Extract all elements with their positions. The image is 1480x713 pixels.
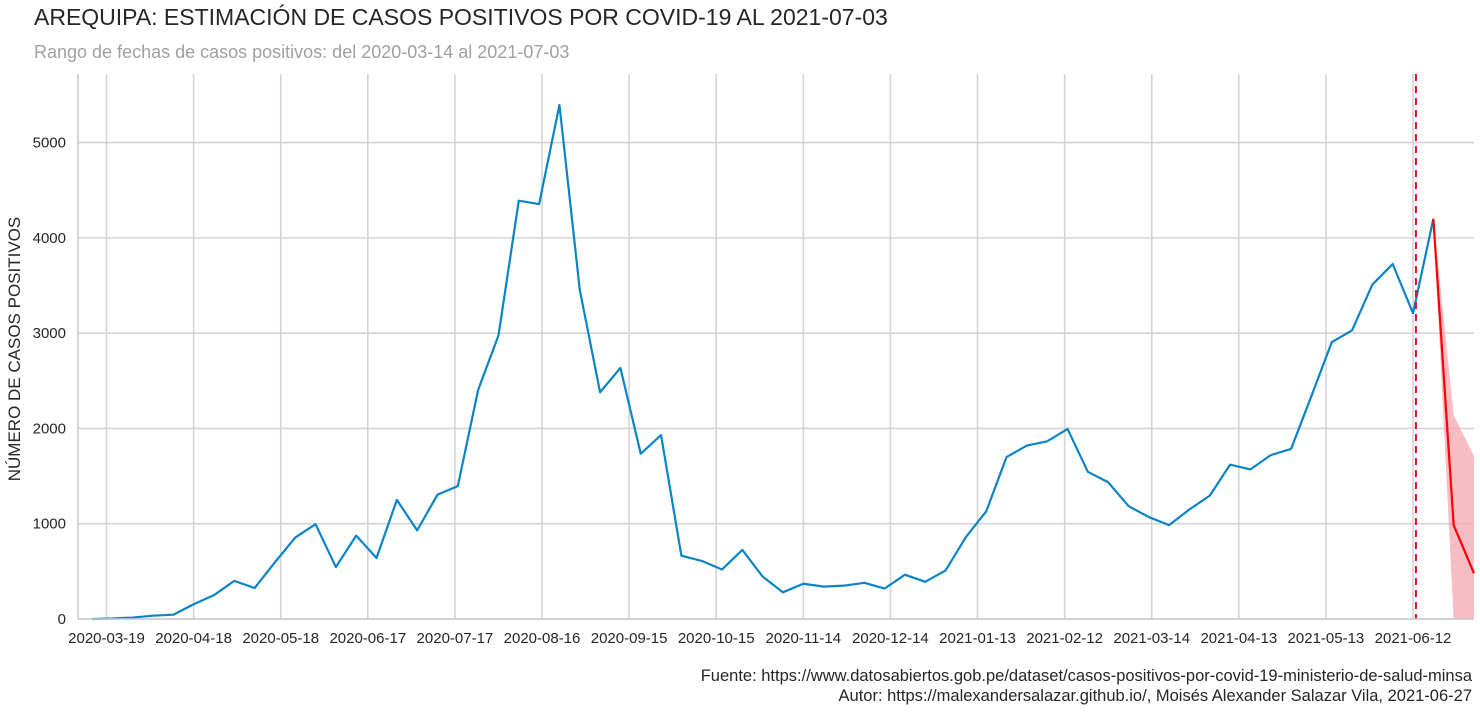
x-tick-label: 2020-05-18 [242, 630, 319, 647]
x-tick-label: 2020-09-15 [591, 630, 668, 647]
x-tick-label: 2021-03-14 [1113, 630, 1190, 647]
series-lines [91, 103, 1476, 621]
x-tick-label: 2021-06-12 [1375, 630, 1452, 647]
y-tick-label: 1000 [33, 516, 66, 533]
x-tick-label: 2020-11-14 [766, 630, 842, 647]
x-tick-label: 2020-08-16 [504, 630, 581, 647]
y-axis-label: NÚMERO DE CASOS POSITIVOS [5, 217, 24, 482]
footer: Fuente: https://www.datosabiertos.gob.pe… [701, 666, 1472, 706]
source-credit: Fuente: https://www.datosabiertos.gob.pe… [700, 667, 1472, 685]
grid [78, 74, 1474, 620]
x-tick-label: 2020-06-17 [329, 630, 406, 647]
chart-subtitle: Rango de fechas de casos positivos: del … [34, 42, 570, 62]
x-tick-label: 2021-01-13 [939, 630, 1016, 647]
y-tick-label: 3000 [33, 325, 66, 342]
y-tick-label: 0 [58, 611, 66, 628]
chart-title: AREQUIPA: ESTIMACIÓN DE CASOS POSITIVOS … [34, 4, 888, 30]
x-tick-label: 2021-04-13 [1200, 630, 1277, 647]
forecast-line [1432, 218, 1476, 574]
axes: 2020-03-19 2020-04-18 2020-05-18 2020-06-17… [33, 74, 1474, 647]
author-credit: Autor: https://malexandersalazar.github.… [838, 687, 1472, 705]
x-tick-label: 2020-07-17 [417, 630, 494, 647]
x-tick-label: 2021-02-12 [1026, 630, 1103, 647]
y-tick-label: 2000 [33, 420, 66, 437]
y-tick-label: 5000 [33, 135, 66, 152]
observed-cases-line [91, 103, 1435, 621]
x-tick-label: 2021-05-13 [1288, 630, 1365, 647]
y-tick-label: 4000 [33, 230, 66, 247]
confidence-band [1433, 218, 1474, 619]
forecast-band [1433, 218, 1474, 619]
x-tick-label: 2020-03-19 [68, 630, 145, 647]
x-tick-label: 2020-10-15 [678, 630, 755, 647]
x-tick-label: 2020-04-18 [155, 630, 232, 647]
x-tick-label: 2020-12-14 [852, 630, 929, 647]
